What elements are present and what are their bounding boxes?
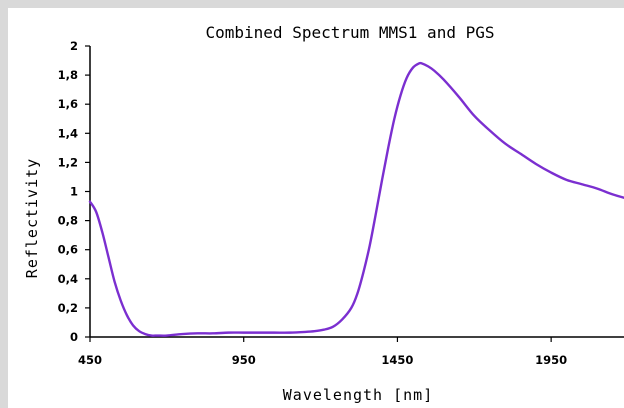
y-tick-label: 0,4 bbox=[58, 272, 78, 286]
series-layer bbox=[88, 61, 624, 337]
y-tick-label: 0,8 bbox=[58, 214, 78, 228]
y-tick-label: 1,8 bbox=[58, 68, 78, 82]
y-tick-label: 1,4 bbox=[58, 126, 78, 140]
series-line-0 bbox=[88, 61, 624, 337]
y-tick-label: 1,2 bbox=[58, 155, 78, 169]
chart-title: Combined Spectrum MMS1 and PGS bbox=[206, 23, 495, 42]
y-axis-label: Reflectivity bbox=[23, 158, 41, 278]
x-tick-label: 1950 bbox=[535, 353, 567, 367]
x-tick-label: 1450 bbox=[381, 353, 413, 367]
y-tick-label: 1 bbox=[70, 185, 78, 199]
x-tick-label: 450 bbox=[78, 353, 102, 367]
x-axis-ticks: 450 950 1450 1950 bbox=[78, 337, 567, 367]
chart-frame: Combined Spectrum MMS1 and PGS Reflectiv… bbox=[8, 8, 624, 408]
y-tick-label: 0 bbox=[70, 330, 78, 344]
x-tick-label: 950 bbox=[232, 353, 256, 367]
y-tick-label: 1,6 bbox=[58, 97, 78, 111]
x-axis-label: Wavelength [nm] bbox=[283, 386, 433, 404]
y-tick-label: 0,6 bbox=[58, 243, 78, 257]
y-tick-label: 2 bbox=[70, 39, 78, 53]
reflectivity-chart: Combined Spectrum MMS1 and PGS Reflectiv… bbox=[23, 23, 624, 404]
y-tick-label: 0,2 bbox=[58, 301, 78, 315]
y-axis-ticks: 0 0,2 0,4 0,6 0,8 1 1,2 1,4 1,6 1,8 2 bbox=[58, 39, 90, 344]
